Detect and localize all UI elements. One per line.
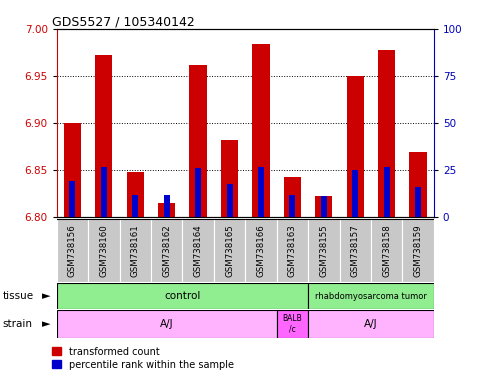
Text: A/J: A/J: [364, 319, 378, 329]
Text: control: control: [164, 291, 201, 301]
Text: ►: ►: [41, 291, 50, 301]
Text: GSM738166: GSM738166: [256, 224, 266, 277]
Bar: [352, 170, 358, 217]
Text: GSM738163: GSM738163: [288, 224, 297, 277]
FancyBboxPatch shape: [151, 219, 182, 282]
FancyBboxPatch shape: [57, 219, 88, 282]
Bar: [284, 177, 301, 217]
Legend: transformed count, percentile rank within the sample: transformed count, percentile rank withi…: [52, 347, 234, 369]
Bar: [189, 66, 207, 217]
FancyBboxPatch shape: [340, 219, 371, 282]
Bar: [410, 152, 427, 217]
Text: tissue: tissue: [2, 291, 34, 301]
Bar: [57, 283, 308, 309]
Text: rhabdomyosarcoma tumor: rhabdomyosarcoma tumor: [315, 291, 427, 301]
FancyBboxPatch shape: [119, 219, 151, 282]
Bar: [308, 310, 434, 338]
FancyBboxPatch shape: [245, 219, 277, 282]
Text: GSM738160: GSM738160: [99, 224, 108, 277]
FancyBboxPatch shape: [182, 219, 214, 282]
Bar: [57, 310, 277, 338]
Bar: [289, 195, 295, 217]
Bar: [252, 44, 270, 217]
Text: GSM738155: GSM738155: [319, 224, 328, 277]
Bar: [127, 172, 144, 217]
Bar: [64, 123, 81, 217]
FancyBboxPatch shape: [88, 219, 119, 282]
Bar: [101, 167, 107, 217]
Text: A/J: A/J: [160, 319, 174, 329]
Bar: [321, 196, 327, 217]
Bar: [258, 167, 264, 217]
Bar: [308, 283, 434, 309]
Text: GSM738161: GSM738161: [131, 224, 140, 277]
Text: GSM738164: GSM738164: [194, 224, 203, 277]
Bar: [195, 168, 201, 217]
Bar: [277, 310, 308, 338]
Bar: [221, 140, 238, 217]
Bar: [158, 203, 176, 217]
Text: strain: strain: [2, 319, 33, 329]
Text: GSM738156: GSM738156: [68, 224, 77, 277]
Bar: [384, 167, 390, 217]
Bar: [70, 181, 75, 217]
Text: GSM738158: GSM738158: [382, 224, 391, 277]
FancyBboxPatch shape: [214, 219, 245, 282]
Text: GSM738157: GSM738157: [351, 224, 360, 277]
FancyBboxPatch shape: [402, 219, 434, 282]
FancyBboxPatch shape: [308, 219, 340, 282]
Bar: [226, 184, 233, 217]
Bar: [95, 55, 112, 217]
Bar: [378, 50, 395, 217]
Text: GSM738162: GSM738162: [162, 224, 171, 277]
FancyBboxPatch shape: [277, 219, 308, 282]
Text: GSM738165: GSM738165: [225, 224, 234, 277]
Bar: [132, 195, 139, 217]
Text: GSM738159: GSM738159: [414, 224, 423, 276]
Text: BALB
/c: BALB /c: [282, 314, 302, 334]
Bar: [164, 195, 170, 217]
Text: GDS5527 / 105340142: GDS5527 / 105340142: [52, 15, 195, 28]
Bar: [415, 187, 421, 217]
Bar: [347, 76, 364, 217]
Text: ►: ►: [41, 319, 50, 329]
FancyBboxPatch shape: [371, 219, 402, 282]
Bar: [315, 196, 332, 217]
